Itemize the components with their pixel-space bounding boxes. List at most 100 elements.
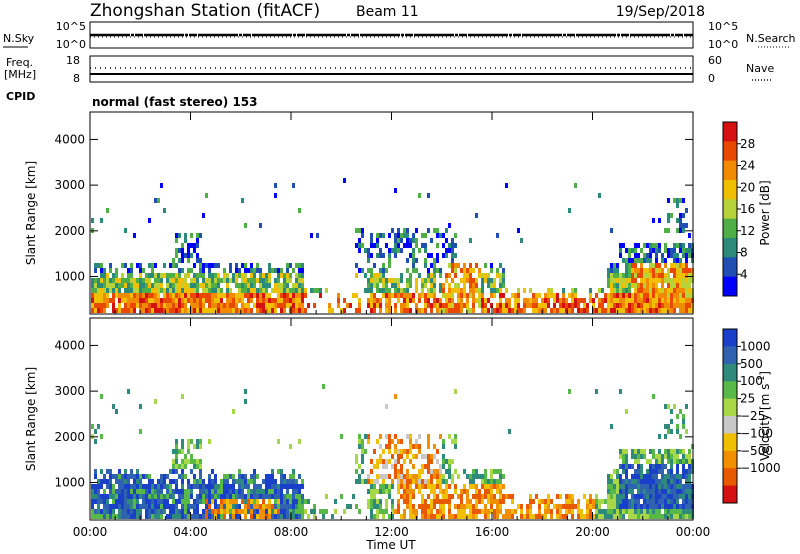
scatter-cell <box>409 459 412 464</box>
scatter-cell <box>97 288 100 293</box>
scatter-cell <box>649 253 652 258</box>
scatter-cell <box>355 263 358 268</box>
scatter-cell <box>175 484 178 489</box>
scatter-cell <box>523 308 526 313</box>
scatter-cell <box>448 303 451 308</box>
scatter-cell <box>286 509 289 514</box>
scatter-cell <box>664 494 667 499</box>
scatter-cell <box>604 509 607 514</box>
scatter-cell <box>634 273 637 278</box>
scatter-cell <box>373 278 376 283</box>
scatter-cell <box>400 238 403 243</box>
scatter-cell <box>655 479 658 484</box>
scatter-cell <box>379 253 382 258</box>
scatter-cell <box>676 278 679 283</box>
frequency-panel: Freq. [MHz] 18 8 60 0 Nave <box>4 54 774 85</box>
scatter-cell <box>475 499 478 504</box>
scatter-cell <box>400 484 403 489</box>
scatter-cell <box>451 238 454 243</box>
scatter-cell <box>220 293 223 298</box>
scatter-cell <box>250 308 253 313</box>
scatter-cell <box>502 273 505 278</box>
scatter-cell <box>610 504 613 509</box>
scatter-cell <box>259 514 262 519</box>
scatter-cell <box>586 499 589 504</box>
scatter-cell <box>160 499 163 504</box>
scatter-cell <box>649 494 652 499</box>
scatter-cell <box>265 489 268 494</box>
scatter-cell <box>463 504 466 509</box>
scatter-cell <box>544 514 547 519</box>
scatter-cell <box>430 238 433 243</box>
scatter-cell <box>667 449 670 454</box>
scatter-cell <box>403 449 406 454</box>
scatter-cell <box>148 298 151 303</box>
scatter-cell <box>274 288 277 293</box>
scatter-cell <box>109 509 112 514</box>
scatter-cell <box>496 308 499 313</box>
scatter-cell <box>307 499 310 504</box>
scatter-cell <box>646 504 649 509</box>
scatter-cell <box>649 248 652 253</box>
scatter-cell <box>682 278 685 283</box>
scatter-cell <box>664 504 667 509</box>
scatter-cell <box>226 494 229 499</box>
scatter-cell <box>571 504 574 509</box>
scatter-cell <box>283 514 286 519</box>
scatter-cell <box>418 469 421 474</box>
scatter-cell <box>154 509 157 514</box>
scatter-cell <box>400 248 403 253</box>
scatter-cell <box>499 499 502 504</box>
scatter-cell <box>106 293 109 298</box>
scatter-cell <box>163 273 166 278</box>
scatter-cell <box>433 303 436 308</box>
scatter-cell <box>553 504 556 509</box>
scatter-cell <box>433 258 436 263</box>
scatter-cell <box>256 484 259 489</box>
scatter-cell <box>187 509 190 514</box>
scatter-cell <box>163 504 166 509</box>
scatter-cell <box>601 298 604 303</box>
scatter-cell <box>496 303 499 308</box>
scatter-cell <box>688 504 691 509</box>
scatter-cell <box>577 509 580 514</box>
scatter-cell <box>385 298 388 303</box>
scatter-cell <box>388 439 391 444</box>
scatter-cell <box>562 293 565 298</box>
scatter-cell <box>559 509 562 514</box>
scatter-cell <box>298 208 301 213</box>
scatter-cell <box>415 258 418 263</box>
scatter-cell <box>337 303 340 308</box>
scatter-cell <box>388 308 391 313</box>
scatter-cell <box>379 499 382 504</box>
scatter-cell <box>526 504 529 509</box>
scatter-cell <box>199 258 202 263</box>
scatter-cell <box>385 268 388 273</box>
scatter-cell <box>298 494 301 499</box>
scatter-cell <box>193 273 196 278</box>
scatter-cell <box>226 298 229 303</box>
scatter-cell <box>487 298 490 303</box>
scatter-cell <box>184 283 187 288</box>
scatter-cell <box>640 268 643 273</box>
scatter-cell <box>673 288 676 293</box>
scatter-cell <box>670 484 673 489</box>
scatter-cell <box>277 278 280 283</box>
scatter-cell <box>652 514 655 519</box>
scatter-cell <box>643 293 646 298</box>
scatter-cell <box>235 298 238 303</box>
scatter-cell <box>640 454 643 459</box>
scatter-cell <box>562 504 565 509</box>
scatter-cell <box>424 303 427 308</box>
y-tick-label: 2000 <box>54 430 85 444</box>
scatter-cell <box>484 308 487 313</box>
scatter-cell <box>193 283 196 288</box>
scatter-cell <box>121 494 124 499</box>
scatter-cell <box>496 233 499 238</box>
scatter-cell <box>268 298 271 303</box>
scatter-cell <box>640 509 643 514</box>
scatter-cell <box>172 479 175 484</box>
scatter-cell <box>466 499 469 504</box>
scatter-cell <box>505 494 508 499</box>
scatter-cell <box>439 484 442 489</box>
